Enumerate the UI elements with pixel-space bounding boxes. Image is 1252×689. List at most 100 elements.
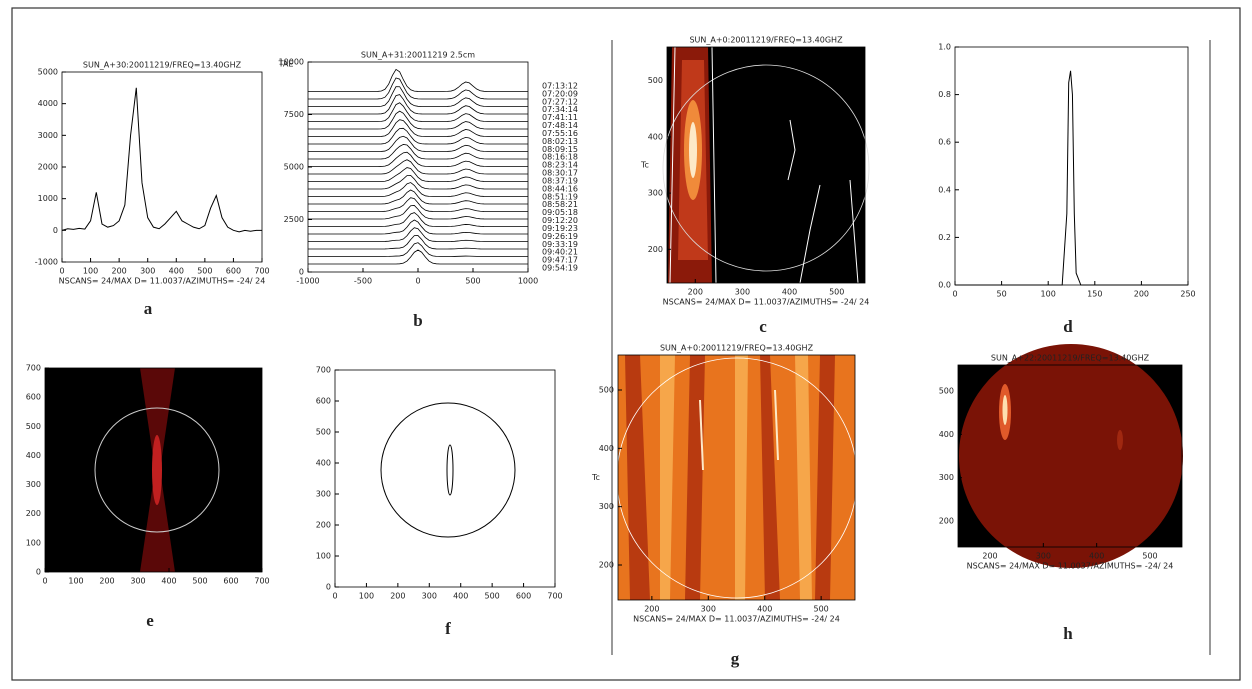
- y-tick-label: 500: [26, 422, 41, 431]
- scan-trace: [308, 205, 528, 220]
- panel-title: SUN_A+0:20011219/FREQ=13.40GHZ: [689, 36, 843, 45]
- y-axis-label: Tc: [591, 473, 600, 482]
- y-tick-label: 5000: [38, 68, 58, 77]
- x-tick-label: 50: [997, 290, 1007, 299]
- x-tick-label: 100: [1041, 290, 1056, 299]
- y-tick-label: 1000: [38, 194, 58, 203]
- x-tick-label: 300: [140, 267, 155, 276]
- y-tick-label: 0.4: [938, 185, 951, 194]
- time-label: 08:44:16: [542, 184, 578, 193]
- y-tick-label: 1.0: [938, 43, 951, 52]
- y-tick-label: 300: [316, 490, 331, 499]
- data-line: [955, 70, 1188, 286]
- scan-trace: [308, 219, 528, 235]
- y-tick-label: 400: [26, 451, 41, 460]
- x-tick-label: 200: [688, 288, 703, 297]
- y-tick-label: 2000: [38, 163, 58, 172]
- x-tick-label: 200: [644, 605, 659, 614]
- x-tick-label: 400: [1089, 552, 1104, 561]
- plot-frame: [44, 367, 263, 573]
- time-label: 09:33:19: [542, 240, 578, 249]
- time-label: 09:54:19: [542, 264, 578, 273]
- plot-frame: [957, 364, 1183, 548]
- time-label: 07:27:12: [542, 97, 578, 106]
- panel-label: e: [146, 611, 154, 630]
- y-tick-label: 3000: [38, 131, 58, 140]
- scan-trace: [308, 242, 528, 257]
- x-tick-label: 400: [169, 267, 184, 276]
- time-label: 07:41:11: [542, 113, 578, 122]
- x-tick-label: 700: [547, 592, 562, 601]
- y-tick-label: -1000: [35, 258, 58, 267]
- scan-trace: [308, 167, 528, 182]
- plot-frame: [954, 46, 1189, 286]
- y-tick-label: 700: [26, 364, 41, 373]
- panel-title: SUN_A+31:20011219 2.5cm: [361, 51, 475, 60]
- y-tick-label: 100: [26, 538, 41, 547]
- x-tick-label: 700: [254, 577, 269, 586]
- x-tick-label: 300: [1036, 552, 1051, 561]
- y-tick-label: 200: [316, 521, 331, 530]
- x-tick-label: 0: [952, 290, 957, 299]
- x-tick-label: 300: [130, 577, 145, 586]
- y-tick-label: 500: [316, 428, 331, 437]
- y-tick-label: 200: [599, 561, 614, 570]
- y-axis-label: TAE: [278, 60, 294, 69]
- y-tick-label: 0.2: [938, 233, 951, 242]
- x-tick-label: 0: [59, 267, 64, 276]
- x-tick-label: 600: [516, 592, 531, 601]
- time-label: 08:30:17: [542, 169, 578, 178]
- time-label: 09:12:20: [542, 216, 578, 225]
- x-tick-label: 100: [68, 577, 83, 586]
- image-g: [616, 355, 858, 600]
- image-f: [380, 402, 516, 538]
- x-tick-label: 200: [982, 552, 997, 561]
- x-tick-label: 100: [359, 592, 374, 601]
- scan-trace: [308, 110, 528, 130]
- scan-trace: [308, 127, 528, 145]
- panel-footer: NSCANS= 24/MAX D= 11.0037/AZIMUTHS= -24/…: [633, 615, 840, 624]
- x-tick-label: 400: [161, 577, 176, 586]
- scan-trace: [308, 197, 528, 212]
- x-tick-label: 200: [112, 267, 127, 276]
- scan-trace: [308, 144, 528, 160]
- x-tick-label: 200: [1134, 290, 1149, 299]
- panel-title: SUN_A+0:20011219/FREQ=13.40GHZ: [660, 344, 814, 353]
- x-tick-label: 600: [226, 267, 241, 276]
- x-tick-label: 500: [814, 605, 829, 614]
- x-tick-label: 0: [42, 577, 47, 586]
- plot-frame: [334, 369, 556, 588]
- y-tick-label: 0.6: [938, 138, 951, 147]
- y-tick-label: 600: [26, 393, 41, 402]
- scan-trace: [308, 77, 528, 100]
- x-tick-label: -1000: [296, 277, 319, 286]
- y-tick-label: 4000: [38, 99, 58, 108]
- panel-label: b: [413, 311, 422, 330]
- time-label: 08:37:19: [542, 176, 578, 185]
- time-label: 08:23:14: [542, 161, 578, 170]
- y-tick-label: 700: [316, 366, 331, 375]
- time-label: 09:05:18: [542, 208, 578, 217]
- time-label: 07:55:16: [542, 129, 578, 138]
- panel-label: h: [1063, 624, 1073, 643]
- scan-trace: [308, 227, 528, 242]
- time-label: 09:47:17: [542, 256, 578, 265]
- scan-trace: [308, 182, 528, 197]
- scan-trace: [308, 94, 528, 115]
- scan-trace: [308, 189, 528, 205]
- x-tick-label: 500: [485, 592, 500, 601]
- y-tick-label: 5000: [284, 163, 304, 172]
- y-tick-label: 2500: [284, 215, 304, 224]
- plot-frame: [617, 354, 856, 601]
- frame: [11, 7, 1241, 681]
- y-axis-label: Tc: [640, 161, 649, 170]
- time-label: 07:13:12: [542, 81, 578, 90]
- scan-trace: [308, 174, 528, 190]
- plot-frame: [307, 61, 529, 273]
- y-tick-label: 200: [939, 517, 954, 526]
- panel-label: c: [759, 317, 767, 336]
- y-tick-label: 200: [26, 509, 41, 518]
- y-tick-label: 500: [599, 386, 614, 395]
- time-label: 08:16:18: [542, 153, 578, 162]
- time-label: 08:02:13: [542, 137, 578, 146]
